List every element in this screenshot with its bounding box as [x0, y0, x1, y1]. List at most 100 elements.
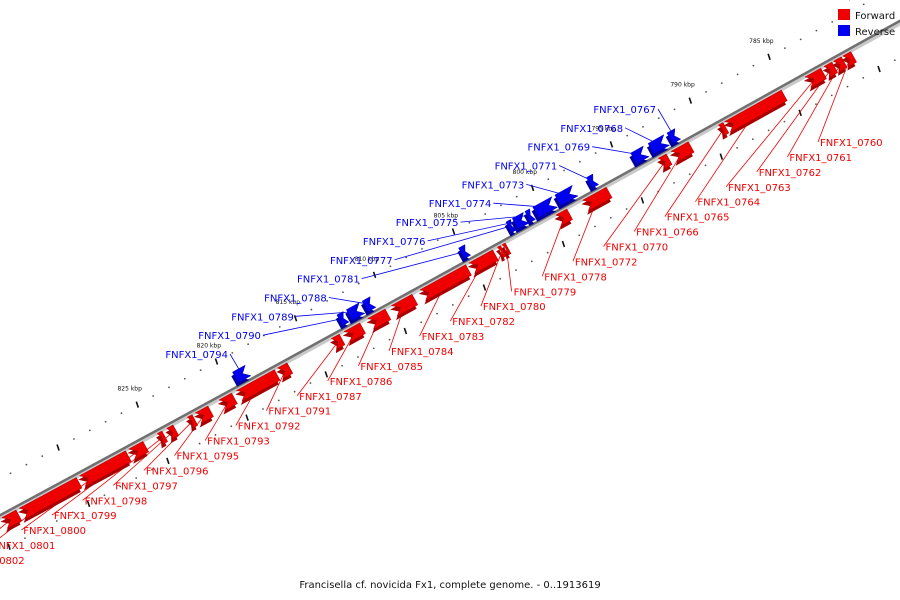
gene-arrow[interactable]	[555, 208, 573, 227]
gene-arrow[interactable]	[657, 153, 673, 170]
gene-label-fnfx1_0777[interactable]: FNFX1_0777	[330, 256, 393, 267]
gene-arrow[interactable]	[501, 242, 512, 256]
gene-label-fnfx1_0770[interactable]: FNFX1_0770	[606, 243, 669, 254]
gene-arrow[interactable]	[186, 414, 199, 429]
gene-arrow[interactable]	[18, 477, 83, 520]
gene-fnfx1_0775[interactable]	[523, 208, 536, 226]
gene-arrow[interactable]	[361, 296, 377, 312]
gene-fnfx1_0774[interactable]	[531, 196, 559, 222]
gene-label-fnfx1_0798[interactable]: FNFX1_0798	[85, 496, 148, 507]
gene-fnfx1_0789[interactable]	[345, 302, 366, 325]
gene-arrow[interactable]	[78, 450, 132, 487]
gene-label-fnfx1_0796[interactable]: FNFX1_0796	[146, 466, 209, 477]
gene-label-fnfx1_0765[interactable]: FNFX1_0765	[667, 213, 730, 224]
gene-label-fnfx1_0776[interactable]: FNFX1_0776	[363, 237, 426, 248]
gene-fnfx1_0782[interactable]	[467, 249, 499, 278]
gene-fnfx1_0766[interactable]	[669, 141, 695, 166]
gene-fnfx1_0801[interactable]	[18, 477, 83, 523]
gene-label-fnfx1_0766[interactable]: FNFX1_0766	[636, 228, 699, 239]
gene-arrow[interactable]	[346, 302, 366, 321]
gene-label-fnfx1_0771[interactable]: FNFX1_0771	[495, 162, 558, 173]
gene-label-fnfx1_0761[interactable]: FNFX1_0761	[789, 153, 852, 164]
gene-arrow[interactable]	[330, 333, 346, 350]
gene-fnfx1_0770[interactable]	[657, 153, 673, 173]
gene-fnfx1_0785[interactable]	[366, 308, 392, 334]
gene-label-fnfx1_0774[interactable]: FNFX1_0774	[429, 199, 492, 210]
gene-arrow[interactable]	[277, 362, 294, 379]
gene-arrow[interactable]	[832, 56, 848, 73]
gene-arrow[interactable]	[336, 311, 350, 326]
gene-fnfx1_0795[interactable]	[194, 405, 214, 428]
gene-label-fnfx1_0763[interactable]: FNFX1_0763	[728, 183, 791, 194]
gene-fnfx1_0784[interactable]	[390, 293, 419, 321]
gene-fnfx1_0796[interactable]	[186, 414, 199, 432]
gene-fnfx1_0778[interactable]	[554, 208, 573, 230]
gene-label-fnfx1_0767[interactable]: FNFX1_0767	[593, 105, 656, 116]
gene-arrow[interactable]	[366, 308, 392, 330]
gene-label-fnfx1_0779[interactable]: FNFX1_0779	[514, 287, 577, 298]
gene-arrow[interactable]	[0, 509, 23, 529]
gene-arrow[interactable]	[823, 61, 839, 78]
gene-arrow[interactable]	[390, 293, 419, 317]
gene-fnfx1_0798[interactable]	[156, 430, 169, 449]
gene-label-fnfx1_0786[interactable]: FNFX1_0786	[330, 377, 393, 388]
gene-label-fnfx1_0789[interactable]: FNFX1_0789	[231, 312, 294, 323]
gene-fnfx1_0769[interactable]	[629, 145, 650, 168]
gene-label-fnfx1_0794[interactable]: FNFX1_0794	[165, 350, 228, 361]
gene-arrow[interactable]	[630, 145, 650, 164]
gene-label-fnfx1_0787[interactable]: FNFX1_0787	[299, 392, 362, 403]
gene-arrow[interactable]	[458, 244, 472, 259]
gene-fnfx1_0793[interactable]	[217, 392, 238, 415]
gene-fnfx1_0787[interactable]	[330, 333, 346, 354]
gene-fnfx1_0762[interactable]	[822, 61, 839, 81]
gene-fnfx1_0767[interactable]	[665, 128, 682, 148]
gene-label-fnfx1_0802[interactable]: FNFX1_0802	[0, 556, 25, 567]
gene-label-fnfx1_0781[interactable]: FNFX1_0781	[297, 275, 360, 286]
gene-arrow[interactable]	[468, 249, 499, 275]
gene-fnfx1_0788[interactable]	[361, 296, 377, 316]
gene-arrow[interactable]	[343, 322, 366, 343]
gene-arrow[interactable]	[581, 186, 613, 212]
gene-fnfx1_0765[interactable]	[717, 122, 730, 140]
gene-fnfx1_0772[interactable]	[581, 186, 613, 215]
gene-fnfx1_0800[interactable]	[78, 450, 132, 491]
gene-label-fnfx1_0764[interactable]: FNFX1_0764	[697, 198, 760, 209]
gene-label-fnfx1_0801[interactable]: FNFX1_0801	[0, 541, 55, 552]
gene-label-fnfx1_0791[interactable]: FNFX1_0791	[268, 407, 331, 418]
gene-arrow[interactable]	[505, 219, 517, 233]
gene-feature-group[interactable]	[0, 51, 857, 533]
gene-arrow[interactable]	[532, 196, 559, 219]
gene-label-fnfx1_0760[interactable]: FNFX1_0760	[820, 138, 883, 149]
gene-arrow[interactable]	[554, 184, 579, 206]
gene-label-fnfx1_0797[interactable]: FNFX1_0797	[115, 481, 178, 492]
gene-arrow[interactable]	[496, 245, 507, 259]
gene-fnfx1_0773[interactable]	[553, 184, 579, 210]
gene-label-fnfx1_0785[interactable]: FNFX1_0785	[360, 362, 423, 373]
gene-label-fnfx1_0788[interactable]: FNFX1_0788	[264, 293, 327, 304]
gene-label-fnfx1_0799[interactable]: FNFX1_0799	[54, 511, 117, 522]
gene-fnfx1_0794[interactable]	[231, 364, 252, 387]
gene-arrow[interactable]	[804, 67, 827, 89]
gene-fnfx1_0761[interactable]	[832, 56, 848, 76]
gene-fnfx1_0781[interactable]	[457, 244, 472, 263]
gene-arrow[interactable]	[232, 364, 252, 383]
gene-label-fnfx1_0769[interactable]: FNFX1_0769	[527, 143, 590, 154]
gene-fnfx1_0768[interactable]	[646, 134, 671, 158]
gene-arrow[interactable]	[235, 369, 281, 402]
gene-arrow[interactable]	[647, 134, 671, 155]
gene-arrow[interactable]	[166, 424, 180, 440]
gene-label-fnfx1_0780[interactable]: FNFX1_0780	[483, 302, 546, 313]
gene-fnfx1_0802[interactable]	[0, 509, 23, 533]
gene-fnfx1_0799[interactable]	[127, 441, 150, 464]
gene-label-fnfx1_0773[interactable]: FNFX1_0773	[462, 180, 525, 191]
gene-arrow[interactable]	[419, 264, 472, 302]
gene-fnfx1_0783[interactable]	[418, 264, 472, 305]
gene-label-fnfx1_0768[interactable]: FNFX1_0768	[560, 124, 623, 135]
gene-label-fnfx1_0790[interactable]: FNFX1_0790	[198, 331, 261, 342]
gene-label-fnfx1_0775[interactable]: FNFX1_0775	[396, 218, 459, 229]
gene-fnfx1_0792[interactable]	[235, 369, 281, 405]
gene-label-fnfx1_0762[interactable]: FNFX1_0762	[759, 168, 822, 179]
gene-fnfx1_0790[interactable]	[335, 311, 350, 330]
gene-arrow[interactable]	[842, 51, 857, 67]
gene-fnfx1_0764[interactable]	[723, 89, 788, 137]
